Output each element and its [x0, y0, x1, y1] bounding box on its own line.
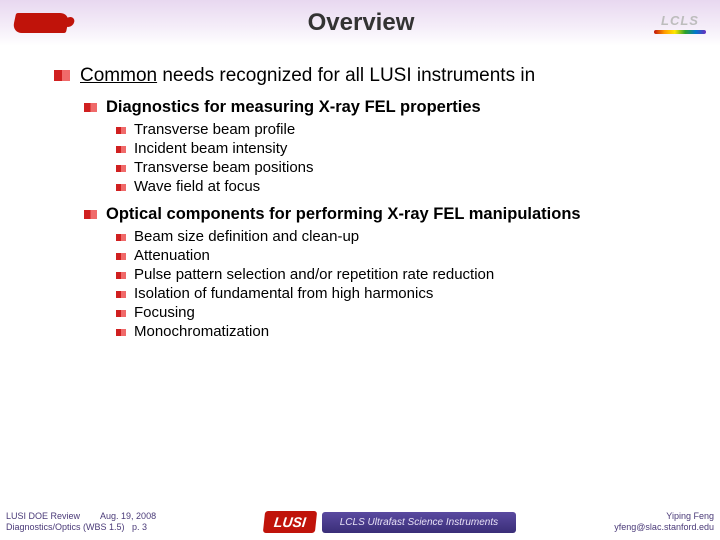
list-item-text: Focusing	[134, 304, 195, 321]
list-item-text: Monochromatization	[134, 323, 269, 340]
list-item: Beam size definition and clean-up	[116, 228, 686, 245]
list-item: Focusing	[116, 304, 686, 321]
list-item-text: Attenuation	[134, 247, 210, 264]
list-item: Isolation of fundamental from high harmo…	[116, 285, 686, 302]
list-item-text: Pulse pattern selection and/or repetitio…	[134, 266, 494, 283]
list-item: Attenuation	[116, 247, 686, 264]
footer-review-line: LUSI DOE Review Aug. 19, 2008	[6, 511, 186, 522]
bullet-icon	[116, 329, 126, 336]
heading-row: Common needs recognized for all LUSI ins…	[54, 64, 686, 88]
slide-title: Overview	[308, 9, 415, 37]
rainbow-bar-icon	[654, 30, 706, 34]
list-item-text: Incident beam intensity	[134, 140, 287, 157]
bullet-icon	[116, 291, 126, 298]
bullet-icon	[84, 103, 97, 112]
heading-text: Common needs recognized for all LUSI ins…	[80, 64, 535, 88]
slide-body: Common needs recognized for all LUSI ins…	[0, 46, 720, 540]
bullet-icon	[116, 146, 126, 153]
lusi-badge: LUSI	[263, 511, 317, 533]
slac-logo	[14, 13, 68, 33]
bullet-icon	[116, 253, 126, 260]
section-1-title: Diagnostics for measuring X-ray FEL prop…	[106, 98, 481, 117]
slide-footer: LUSI DOE Review Aug. 19, 2008 Diagnostic…	[0, 506, 720, 540]
slide-header: Overview LCLS	[0, 0, 720, 46]
bullet-icon	[116, 272, 126, 279]
list-item-text: Transverse beam positions	[134, 159, 314, 176]
heading-underlined: Common	[80, 65, 157, 86]
bullet-icon	[54, 70, 70, 81]
bullet-icon	[84, 210, 97, 219]
bullet-icon	[116, 310, 126, 317]
lcls-logo: LCLS	[654, 13, 706, 34]
bullet-icon	[116, 127, 126, 134]
section-2-title: Optical components for performing X-ray …	[106, 205, 581, 224]
list-item: Wave field at focus	[116, 178, 686, 195]
section-2: Optical components for performing X-ray …	[84, 205, 686, 224]
footer-right: Yiping Feng yfeng@slac.stanford.edu	[594, 511, 714, 533]
list-item-text: Isolation of fundamental from high harmo…	[134, 285, 433, 302]
footer-wbs-line: Diagnostics/Optics (WBS 1.5) p. 3	[6, 522, 186, 533]
footer-author: Yiping Feng	[594, 511, 714, 522]
lcls-bar: LCLS Ultrafast Science Instruments	[322, 512, 516, 533]
list-item: Transverse beam profile	[116, 121, 686, 138]
footer-email: yfeng@slac.stanford.edu	[594, 522, 714, 533]
list-item-text: Transverse beam profile	[134, 121, 295, 138]
bullet-icon	[116, 184, 126, 191]
list-item: Transverse beam positions	[116, 159, 686, 176]
bullet-icon	[116, 234, 126, 241]
footer-left: LUSI DOE Review Aug. 19, 2008 Diagnostic…	[6, 511, 186, 533]
slide: Overview LCLS Common needs recognized fo…	[0, 0, 720, 540]
list-item: Pulse pattern selection and/or repetitio…	[116, 266, 686, 283]
list-item: Monochromatization	[116, 323, 686, 340]
list-item: Incident beam intensity	[116, 140, 686, 157]
bullet-icon	[116, 165, 126, 172]
list-item-text: Wave field at focus	[134, 178, 260, 195]
lcls-logo-text: LCLS	[661, 13, 699, 28]
list-item-text: Beam size definition and clean-up	[134, 228, 359, 245]
section-1: Diagnostics for measuring X-ray FEL prop…	[84, 98, 686, 117]
heading-remainder: needs recognized for all LUSI instrument…	[157, 65, 535, 86]
slac-logo-icon	[12, 13, 70, 33]
footer-center: LUSI LCLS Ultrafast Science Instruments	[264, 511, 516, 533]
